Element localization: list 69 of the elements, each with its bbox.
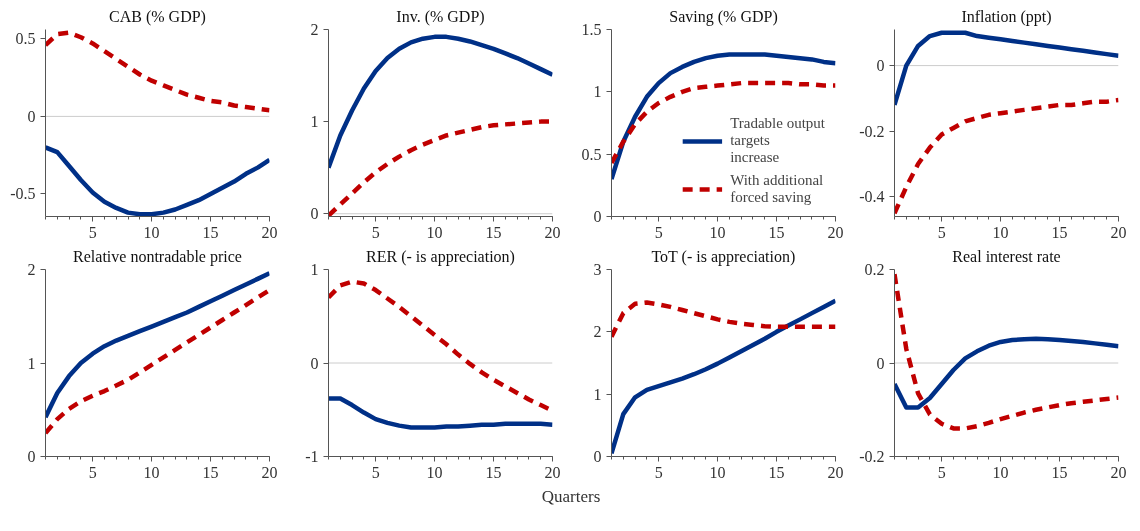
- x-tick-label: 20: [1110, 463, 1127, 481]
- y-tick-label: 0: [876, 57, 885, 75]
- y-tick-label: 2: [27, 261, 36, 278]
- y-tick-label: 2: [593, 323, 602, 341]
- y-tick-label: 0: [593, 208, 602, 225]
- y-tick-label: 0: [593, 448, 602, 465]
- y-tick-label: -1: [305, 448, 319, 465]
- x-tick-label: 20: [544, 463, 561, 481]
- x-tick-label: 10: [709, 463, 726, 481]
- y-tick-label: 3: [593, 261, 602, 278]
- y-tick-label: 0.2: [864, 261, 885, 278]
- legend-label: Tradable output targets increase: [730, 115, 825, 166]
- x-tick-label: 10: [709, 223, 726, 241]
- chart-title: Inv. (% GDP): [396, 7, 485, 26]
- y-tick-label: 1.5: [581, 21, 602, 38]
- chart-title: ToT (- is appreciation): [651, 247, 796, 266]
- x-tick-label: 5: [654, 223, 663, 241]
- x-tick-label: 15: [485, 223, 502, 241]
- y-tick-label: 0.5: [15, 30, 36, 48]
- x-tick-label: 5: [371, 223, 380, 241]
- x-tick-label: 5: [937, 223, 946, 241]
- x-tick-label: 10: [426, 223, 443, 241]
- chart-title: CAB (% GDP): [109, 7, 206, 26]
- x-tick-label: 15: [768, 463, 785, 481]
- x-tick-label: 20: [544, 223, 561, 241]
- y-tick-label: 0: [27, 107, 36, 125]
- y-tick-label: 0: [310, 205, 319, 223]
- x-tick-label: 10: [143, 223, 160, 241]
- x-tick-label: 15: [202, 463, 219, 481]
- y-tick-label: -0.2: [859, 122, 885, 140]
- x-tick-label: 10: [426, 463, 443, 481]
- x-tick-label: 20: [261, 223, 278, 241]
- x-axis-title: Quarters: [541, 486, 601, 508]
- y-tick-label: -0.5: [10, 185, 36, 203]
- chart-title: RER (- is appreciation): [366, 247, 515, 266]
- legend-label: With additional forced saving: [730, 172, 824, 206]
- y-tick-label: 0: [876, 354, 885, 372]
- y-tick-label: -0.2: [859, 448, 885, 465]
- x-tick-label: 20: [261, 463, 278, 481]
- y-tick-label: 1: [310, 261, 319, 278]
- y-tick-label: 1: [27, 354, 36, 372]
- chart-title: Inflation (ppt): [961, 7, 1052, 26]
- x-tick-label: 15: [485, 463, 502, 481]
- x-tick-label: 20: [827, 463, 844, 481]
- y-tick-label: 1: [593, 385, 602, 403]
- y-tick-label: 0: [27, 448, 36, 465]
- x-tick-label: 15: [202, 223, 219, 241]
- x-tick-label: 5: [88, 223, 97, 241]
- chart-title: Real interest rate: [952, 247, 1061, 265]
- y-tick-label: -0.4: [859, 188, 885, 206]
- chart-title: Relative nontradable price: [73, 247, 242, 266]
- x-tick-label: 15: [1051, 223, 1068, 241]
- y-tick-label: 2: [310, 21, 319, 38]
- chart-title: Saving (% GDP): [669, 7, 778, 26]
- x-tick-label: 5: [88, 463, 97, 481]
- x-tick-label: 5: [654, 463, 663, 481]
- x-tick-label: 5: [371, 463, 380, 481]
- x-tick-label: 20: [1110, 223, 1127, 241]
- x-tick-label: 15: [1051, 463, 1068, 481]
- x-tick-label: 10: [143, 463, 160, 481]
- x-tick-label: 5: [937, 463, 946, 481]
- y-tick-label: 1: [593, 83, 602, 101]
- x-tick-label: 10: [992, 463, 1009, 481]
- y-tick-label: 0: [310, 354, 319, 372]
- x-tick-label: 10: [992, 223, 1009, 241]
- y-tick-label: 1: [310, 113, 319, 131]
- x-tick-label: 20: [827, 223, 844, 241]
- y-tick-label: 0.5: [581, 145, 602, 163]
- x-tick-label: 15: [768, 223, 785, 241]
